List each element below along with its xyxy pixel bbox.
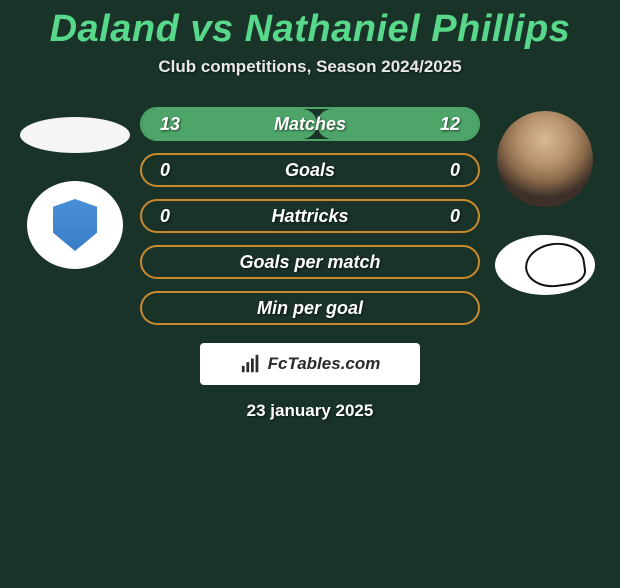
stat-value-right: 0 (450, 160, 460, 181)
stat-value-left: 13 (160, 114, 180, 135)
comparison-subtitle: Club competitions, Season 2024/2025 (0, 57, 620, 77)
comparison-content: 13 Matches 12 0 Goals 0 0 Hattricks 0 Goals per m… (0, 107, 620, 325)
brand-text: FcTables.com (268, 354, 381, 374)
brand-logo: FcTables.com (200, 343, 420, 385)
stat-bar-gpm: Goals per match (140, 245, 480, 279)
stat-value-left: 0 (160, 206, 170, 227)
stat-bar-goals: 0 Goals 0 (140, 153, 480, 187)
stat-bar-matches: 13 Matches 12 (140, 107, 480, 141)
stat-bar-mpg: Min per goal (140, 291, 480, 325)
right-player-avatar (497, 111, 593, 207)
stat-label: Goals (285, 160, 335, 181)
stat-bars: 13 Matches 12 0 Goals 0 0 Hattricks 0 Goals per m… (135, 107, 485, 325)
stat-value-left: 0 (160, 160, 170, 181)
left-player-column (15, 107, 135, 269)
left-player-avatar (20, 117, 130, 153)
comparison-title: Daland vs Nathaniel Phillips (0, 8, 620, 51)
stat-value-right: 0 (450, 206, 460, 227)
snapshot-date: 23 january 2025 (0, 401, 620, 421)
left-club-badge (27, 181, 123, 269)
stat-label: Goals per match (239, 252, 380, 273)
stat-value-right: 12 (440, 114, 460, 135)
stat-label: Hattricks (271, 206, 348, 227)
stat-bar-hattricks: 0 Hattricks 0 (140, 199, 480, 233)
stat-label: Min per goal (257, 298, 363, 319)
right-club-badge (495, 235, 595, 295)
chart-bars-icon (240, 353, 262, 375)
stat-label: Matches (274, 114, 346, 135)
right-player-column (485, 107, 605, 295)
